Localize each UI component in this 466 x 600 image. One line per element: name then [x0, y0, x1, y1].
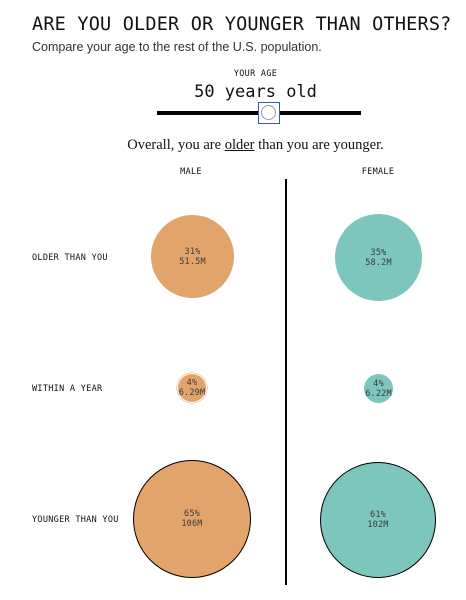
bubble-percent: 4% — [373, 378, 384, 389]
page-subtitle: Compare your age to the rest of the U.S.… — [32, 40, 322, 54]
age-slider-thumb[interactable] — [258, 102, 280, 124]
summary-highlight: older — [224, 137, 255, 153]
slider-handle-icon — [261, 105, 276, 120]
page-title: ARE YOU OLDER OR YOUNGER THAN OTHERS? — [32, 14, 452, 35]
bubble-count: 6.22M — [365, 388, 392, 399]
bubble-male-older: 31% 51.5M — [151, 215, 234, 298]
age-label: YOUR AGE — [233, 69, 278, 79]
bubble-percent: 4% — [186, 378, 198, 388]
bubble-percent: 35% — [370, 247, 387, 258]
summary-prefix: Overall, you are — [127, 137, 225, 153]
summary-sentence: Overall, you are older than you are youn… — [0, 137, 466, 154]
bubble-percent: 65% — [184, 509, 200, 519]
row-label-within: WITHIN A YEAR — [32, 384, 103, 394]
bubble-count: 58.2M — [365, 257, 392, 268]
bubble-male-within: 4% 6.29M — [177, 373, 207, 403]
bubble-count: 106M — [181, 519, 203, 529]
row-label-younger: YOUNGER THAN YOU — [32, 515, 119, 525]
age-value: 50 years old — [194, 82, 317, 102]
column-header-female: FEMALE — [361, 167, 395, 177]
summary-suffix: than you are younger. — [254, 137, 384, 153]
column-header-male: MALE — [180, 167, 202, 177]
bubble-female-older: 35% 58.2M — [335, 214, 422, 301]
bubble-count: 6.29M — [178, 388, 206, 398]
column-divider — [285, 179, 287, 585]
bubble-female-younger: 61% 102M — [320, 462, 436, 578]
bubble-percent: 61% — [370, 510, 386, 520]
bubble-male-younger: 65% 106M — [133, 460, 251, 578]
bubble-percent: 31% — [184, 246, 201, 257]
bubble-count: 102M — [367, 520, 389, 530]
bubble-count: 51.5M — [179, 256, 206, 267]
row-label-older: OLDER THAN YOU — [32, 253, 108, 263]
bubble-female-within: 4% 6.22M — [364, 374, 393, 403]
